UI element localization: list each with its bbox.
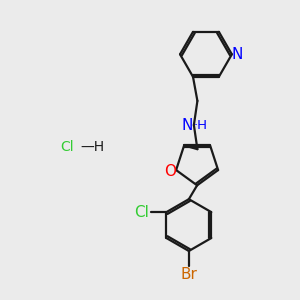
- Text: ·H: ·H: [194, 118, 207, 131]
- Text: O: O: [164, 164, 175, 179]
- Text: —H: —H: [81, 140, 105, 154]
- Text: Cl: Cl: [61, 140, 74, 154]
- Text: N: N: [232, 47, 243, 62]
- Text: Br: Br: [180, 267, 197, 282]
- Text: N: N: [182, 118, 193, 133]
- Text: Cl: Cl: [134, 205, 149, 220]
